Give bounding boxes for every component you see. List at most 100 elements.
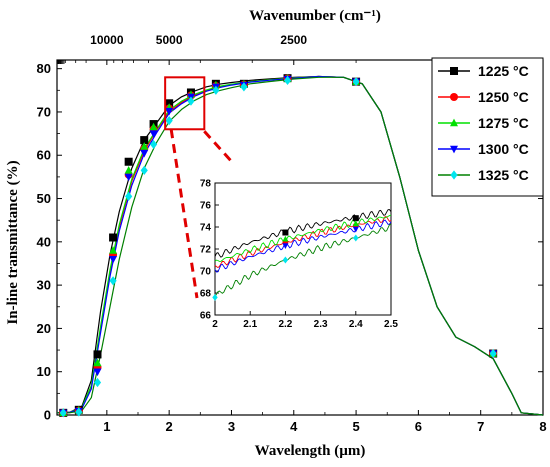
data-point [109,276,117,286]
data-point [124,165,133,174]
y-tick-label: 40 [37,234,51,249]
legend-marker [450,145,458,154]
y-tick-label: 10 [37,364,51,379]
inset-x-tick-label: 2.3 [314,319,328,330]
data-point [93,368,102,377]
inset-chart: 2 2.1 2.2 2.3 2.4 2.5 66 68 70 72 74 76 78 [200,179,399,331]
x-tick-label: 7 [477,419,484,434]
x-tick-label: 8 [539,419,546,434]
top-axis: Wavenumber (cm⁻¹) 10000 5000 2500 [56,8,461,65]
data-point [93,377,102,388]
legend-item: 1325 °C [438,167,529,183]
data-point [140,165,148,175]
inset-y-tick-label: 76 [200,201,212,212]
legend-item: 1250 °C [438,89,529,105]
inset-series-line-0 [214,209,392,258]
data-point [165,116,173,126]
data-point [140,149,149,158]
y-tick-label: 0 [44,408,51,423]
inset-y-tick-label: 70 [200,267,212,278]
data-point [140,142,149,150]
x-tick-label: 4 [290,419,298,434]
legend: 1225 °C 1250 °C 1275 °C 1300 °C 1325 °C [431,57,544,197]
inset-data-point [352,226,359,233]
inset-series-line-4 [214,224,392,297]
legend-label: 1325 °C [478,167,529,183]
inset-y-tick-label: 66 [200,311,212,322]
legend-label: 1250 °C [478,89,529,105]
x-tick-label: 1 [103,419,110,434]
legend-item: 1225 °C [438,63,529,79]
inset-data-point [282,229,289,236]
data-point [240,82,248,92]
x-axis: 1 2 3 4 5 6 7 8 Wavelength (µm) [75,410,547,459]
plot-frame [56,59,544,416]
data-point [109,255,118,264]
y-tick-label: 20 [37,321,51,336]
legend-marker [450,118,458,127]
inset-frame [214,182,392,316]
x-axis-title: Wavelength (µm) [255,443,366,459]
x-tick-label: 6 [415,419,422,434]
top-tick-label: 10000 [90,33,124,47]
data-point [125,191,133,201]
series-group [56,74,544,418]
y-tick-label: 80 [37,61,51,76]
y-tick-label: 60 [37,148,51,163]
y-axis-title: In-line transmittance (%) [5,160,21,324]
legend-label: 1275 °C [478,115,529,131]
zoom-box [164,76,206,131]
inset-y-tick-label: 72 [200,245,212,256]
data-point [283,75,292,85]
zoom-indicator [164,76,234,299]
inset-data-point [212,293,218,301]
legend-marker [450,67,458,75]
y-tick-label: 30 [37,278,51,293]
legend-item: 1300 °C [438,141,529,157]
data-point [212,85,220,95]
data-point [140,136,149,145]
data-point [149,122,158,131]
inset-y-tick-label: 74 [200,223,212,234]
data-point [109,246,118,254]
data-point [149,139,158,150]
y-axis: 0 10 20 30 40 50 60 70 80 In-line transmittance (… [5,61,543,423]
inset-data-point [352,215,359,222]
top-axis-title: Wavenumber (cm⁻¹) [249,8,381,24]
data-point [165,107,174,116]
y-tick-label: 70 [37,104,51,119]
x-tick-label: 3 [228,419,235,434]
inset-y-tick-label: 78 [200,179,212,190]
inset-x-tick-label: 2 [212,319,218,330]
legend-label: 1225 °C [478,63,529,79]
inset-data-point [282,243,289,249]
top-tick-label: 5000 [156,33,183,47]
data-point [93,358,102,367]
plot-area [56,59,544,416]
data-point [149,130,158,138]
x-tick-label: 2 [166,419,173,434]
data-point [93,350,102,359]
inset-series-line-2 [214,214,392,262]
legend-label: 1300 °C [478,141,529,157]
inset-x-tick-label: 2.2 [278,319,292,330]
inset-x-tick-label: 2.4 [349,319,363,330]
data-point [59,408,67,418]
legend-item: 1275 °C [438,115,529,131]
data-point [352,77,360,87]
data-point [489,348,497,359]
top-tick-label: 2500 [280,33,307,47]
inset-data-point [353,234,359,242]
inset-series-line-3 [214,219,392,273]
data-point [187,96,195,106]
zoom-connector-left [169,129,199,299]
inset-x-tick-label: 2.5 [384,319,398,330]
y-tick-label: 50 [37,191,51,206]
zoom-connector-right [203,130,234,164]
inset-y-tick-label: 68 [200,289,212,300]
legend-frame [431,57,544,197]
inset-data-point [352,220,359,227]
legend-marker [450,93,458,101]
